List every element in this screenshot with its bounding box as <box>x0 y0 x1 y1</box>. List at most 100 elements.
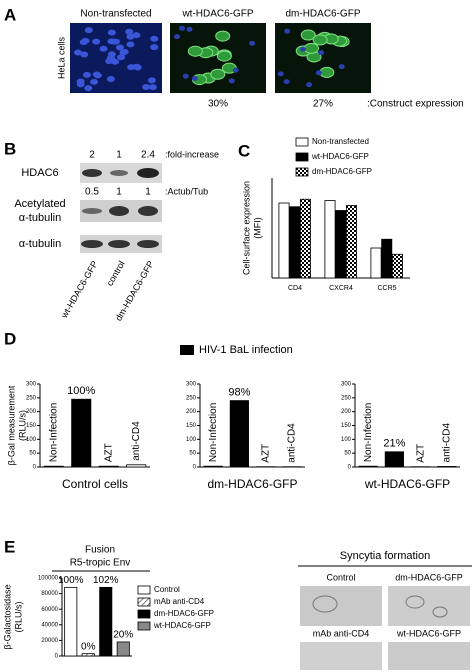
y-tick-label: 150 <box>186 423 197 429</box>
y-axis-label: (RLU/s) <box>17 410 27 441</box>
y-tick-label: 40000 <box>41 622 58 628</box>
nucleus <box>107 29 116 36</box>
blot-band <box>81 240 103 248</box>
y-tick-label: 300 <box>186 382 197 388</box>
y-tick-label: 80000 <box>41 591 58 597</box>
bar <box>81 653 95 657</box>
micrograph <box>300 586 382 626</box>
bar-annotation: 100% <box>58 575 84 586</box>
y-tick-label: 50 <box>344 451 351 457</box>
nucleus <box>232 67 239 73</box>
x-tick-label: AZT <box>103 443 114 462</box>
bar <box>289 206 301 279</box>
bar <box>203 465 223 468</box>
panel-label: E <box>4 537 15 556</box>
bar-annotation: 102% <box>93 575 119 586</box>
cell-outline <box>432 606 448 618</box>
y-tick-label: 0 <box>348 465 352 471</box>
legend-swatch <box>137 621 151 631</box>
y-tick-label: 250 <box>341 395 352 401</box>
panel-label: D <box>4 329 16 348</box>
bar <box>64 586 78 657</box>
nucleus <box>148 84 157 91</box>
nucleus <box>132 32 141 39</box>
lane-label: wt-HDAC6-GFP <box>59 259 100 320</box>
fold-label: :fold-increase <box>165 149 219 159</box>
gfp-cell <box>215 30 231 42</box>
y-tick-label: 200 <box>341 409 352 415</box>
bar <box>98 465 119 468</box>
bar <box>116 641 130 657</box>
blot-label: α-tubulin <box>19 238 61 250</box>
nucleus <box>147 77 156 84</box>
fold-value: 1 <box>116 150 122 161</box>
bar-annotation: 21% <box>383 438 405 450</box>
bar <box>278 202 290 279</box>
nucleus <box>150 35 159 42</box>
legend-label: Non-transfected <box>312 137 369 146</box>
image-label: dm-HDAC6-GFP <box>395 572 463 582</box>
nucleus <box>99 45 108 52</box>
legend-label: HIV-1 BaL infection <box>199 344 293 356</box>
blot-band <box>110 170 128 176</box>
bar-annotation: 20% <box>113 630 133 641</box>
legend-swatch <box>137 609 151 619</box>
y-tick-label: 100 <box>186 437 197 443</box>
gfp-cell <box>304 42 320 54</box>
bar <box>126 464 147 468</box>
y-tick-label: 100 <box>26 437 37 443</box>
bar <box>43 465 64 468</box>
lane-label: control <box>105 259 127 287</box>
blot-label: α-tubulin <box>19 212 61 224</box>
x-tick-label: AZT <box>260 444 271 463</box>
y-tick-label: 100000 <box>38 576 59 582</box>
syncytia-title: Syncytia formation <box>340 550 430 562</box>
nucleus <box>80 51 89 58</box>
legend-swatch <box>180 345 194 355</box>
bar-annotation: 0% <box>81 641 96 652</box>
nucleus <box>318 50 325 56</box>
micrograph <box>388 586 470 626</box>
bar <box>391 253 403 279</box>
legend-swatch <box>295 152 309 162</box>
bar <box>99 586 113 657</box>
bar <box>358 465 378 468</box>
image-label: Control <box>326 572 355 582</box>
column-label: dm-HDAC6-GFP <box>285 9 360 20</box>
nucleus <box>81 37 90 44</box>
expression-value: 30% <box>208 99 228 110</box>
column-label: wt-HDAC6-GFP <box>181 9 253 20</box>
y-tick-label: 300 <box>26 382 37 388</box>
micrograph <box>70 23 162 93</box>
chart-subtitle: R5-tropic Env <box>70 558 131 569</box>
x-tick-label: Non-Infection <box>363 403 374 462</box>
nucleus <box>132 63 141 70</box>
x-tick-label: CD4 <box>288 285 302 292</box>
blot-band <box>82 169 102 177</box>
nucleus <box>306 82 313 88</box>
blot-band <box>108 240 130 248</box>
x-tick-label: CXCR4 <box>329 285 353 292</box>
nucleus <box>338 64 345 70</box>
x-axis-label: dm-HDAC6-GFP <box>207 477 297 491</box>
bar <box>345 205 357 279</box>
nucleus <box>109 38 118 45</box>
nucleus <box>76 81 85 88</box>
gfp-cell <box>216 50 232 62</box>
legend-swatch <box>137 585 151 595</box>
nucleus <box>84 27 93 34</box>
gfp-cell <box>319 66 335 78</box>
panel-label: C <box>238 141 250 160</box>
ratio-value: 1 <box>145 187 151 198</box>
legend-label: wt-HDAC6-GFP <box>153 621 211 630</box>
y-tick-label: 0 <box>55 654 59 660</box>
nucleus <box>300 46 307 52</box>
x-tick-label: AZT <box>415 444 426 463</box>
legend-label: dm-HDAC6-GFP <box>312 167 372 176</box>
nucleus <box>283 79 290 85</box>
expression-value: 27% <box>313 99 333 110</box>
legend-swatch <box>137 597 151 607</box>
bar <box>299 198 311 279</box>
y-tick-label: 60000 <box>41 607 58 613</box>
